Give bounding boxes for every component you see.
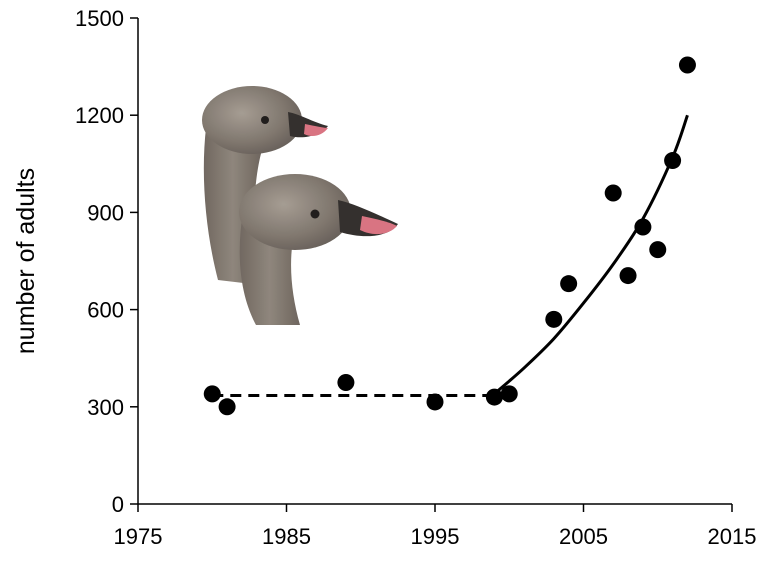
goose-back-head [202, 86, 328, 285]
data-point [664, 152, 682, 170]
y-ticks: 0 300 600 900 1200 1500 [75, 6, 138, 517]
data-point [203, 385, 221, 403]
y-tick-label: 900 [87, 200, 124, 225]
data-point [649, 241, 667, 259]
y-tick-label: 600 [87, 298, 124, 323]
y-tick-label: 1200 [75, 103, 124, 128]
y-tick-label: 0 [112, 492, 124, 517]
data-points [203, 56, 696, 416]
x-tick-label: 2005 [559, 524, 608, 549]
data-point [500, 385, 518, 403]
y-tick-label: 1500 [75, 6, 124, 31]
data-point [634, 218, 652, 236]
goose-heads-illustration [202, 86, 398, 325]
x-tick-label: 1995 [411, 524, 460, 549]
data-point [218, 398, 236, 416]
data-point [485, 388, 503, 406]
data-point [426, 393, 444, 411]
x-tick-label: 2015 [708, 524, 757, 549]
x-tick-label: 1985 [262, 524, 311, 549]
goose-front-head [239, 174, 398, 325]
x-ticks: 1975 1985 1995 2005 2015 [114, 504, 757, 549]
data-point [560, 275, 578, 293]
data-point [678, 56, 696, 74]
data-point [545, 310, 563, 328]
data-point [337, 374, 355, 391]
data-point [604, 184, 622, 202]
y-tick-label: 300 [87, 395, 124, 420]
y-axis-title: number of adults [12, 168, 40, 354]
x-tick-label: 1975 [114, 524, 163, 549]
data-point [619, 267, 637, 285]
